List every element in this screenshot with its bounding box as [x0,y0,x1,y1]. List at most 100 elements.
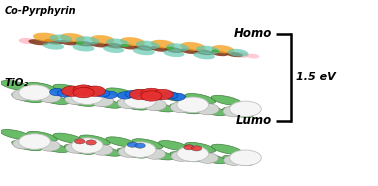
Ellipse shape [74,41,93,46]
Circle shape [144,100,166,111]
Circle shape [135,143,145,148]
Circle shape [39,141,60,151]
Circle shape [19,85,50,100]
Ellipse shape [79,135,110,145]
Circle shape [184,145,194,150]
Ellipse shape [64,144,95,154]
Circle shape [170,93,185,101]
Circle shape [230,150,261,166]
Circle shape [171,151,192,161]
Ellipse shape [106,137,136,147]
Ellipse shape [163,49,184,57]
Text: Co-Pyrphyrin: Co-Pyrphyrin [5,6,76,16]
Ellipse shape [166,46,174,50]
Text: Lumo: Lumo [235,114,272,127]
Ellipse shape [0,129,31,140]
Ellipse shape [106,88,136,98]
Ellipse shape [170,104,201,114]
Ellipse shape [90,42,108,47]
Ellipse shape [150,46,168,52]
Ellipse shape [151,40,175,48]
Ellipse shape [50,34,72,43]
Circle shape [13,139,34,149]
Circle shape [71,89,103,105]
Circle shape [65,143,87,153]
Ellipse shape [196,46,220,54]
Text: Homo: Homo [234,27,272,40]
Circle shape [197,104,219,115]
Ellipse shape [228,49,248,57]
Circle shape [74,139,85,144]
Ellipse shape [247,54,259,59]
Ellipse shape [117,100,148,110]
Circle shape [191,146,202,151]
Circle shape [170,102,193,113]
Circle shape [50,88,65,96]
Ellipse shape [211,144,242,154]
Text: TiO₂: TiO₂ [5,78,28,88]
Circle shape [73,87,94,98]
Circle shape [177,97,209,113]
Circle shape [73,85,94,95]
Ellipse shape [91,98,121,108]
Ellipse shape [79,86,110,96]
Circle shape [38,92,61,103]
Ellipse shape [53,84,84,94]
Circle shape [102,91,118,99]
Ellipse shape [75,36,99,45]
Ellipse shape [166,43,189,52]
Ellipse shape [103,45,124,53]
Circle shape [62,86,83,96]
Circle shape [118,147,139,157]
Circle shape [12,89,35,100]
Circle shape [223,106,245,117]
Ellipse shape [133,47,155,55]
Ellipse shape [120,44,138,49]
Circle shape [65,94,87,105]
Circle shape [144,149,166,159]
Circle shape [152,89,173,100]
Ellipse shape [193,52,215,59]
Ellipse shape [38,94,69,105]
Ellipse shape [19,38,36,44]
Circle shape [230,101,261,117]
Circle shape [92,145,113,155]
Circle shape [91,96,114,107]
Circle shape [197,153,218,163]
Ellipse shape [38,142,69,153]
Ellipse shape [180,48,198,54]
Ellipse shape [64,96,95,106]
Circle shape [19,134,50,149]
Circle shape [84,86,105,96]
Circle shape [71,138,103,153]
Ellipse shape [33,33,59,42]
Ellipse shape [120,37,145,46]
Ellipse shape [91,146,121,156]
Ellipse shape [12,92,42,103]
Text: 1.5 eV: 1.5 eV [296,72,336,82]
Circle shape [224,155,245,165]
Ellipse shape [43,42,64,50]
Circle shape [141,88,162,99]
Ellipse shape [195,49,213,55]
Ellipse shape [144,102,174,112]
Ellipse shape [165,47,183,53]
Ellipse shape [211,95,242,105]
Ellipse shape [185,142,216,153]
Ellipse shape [53,133,84,143]
Circle shape [177,146,209,161]
Ellipse shape [60,33,85,42]
Ellipse shape [196,105,227,116]
Ellipse shape [185,93,216,104]
Ellipse shape [158,92,189,102]
Circle shape [124,93,156,108]
Ellipse shape [59,40,77,45]
Ellipse shape [136,41,160,49]
Ellipse shape [223,107,253,118]
Circle shape [163,92,178,99]
Ellipse shape [104,43,123,49]
Circle shape [130,89,150,100]
Ellipse shape [132,139,163,149]
Ellipse shape [158,141,189,151]
Circle shape [86,140,96,145]
